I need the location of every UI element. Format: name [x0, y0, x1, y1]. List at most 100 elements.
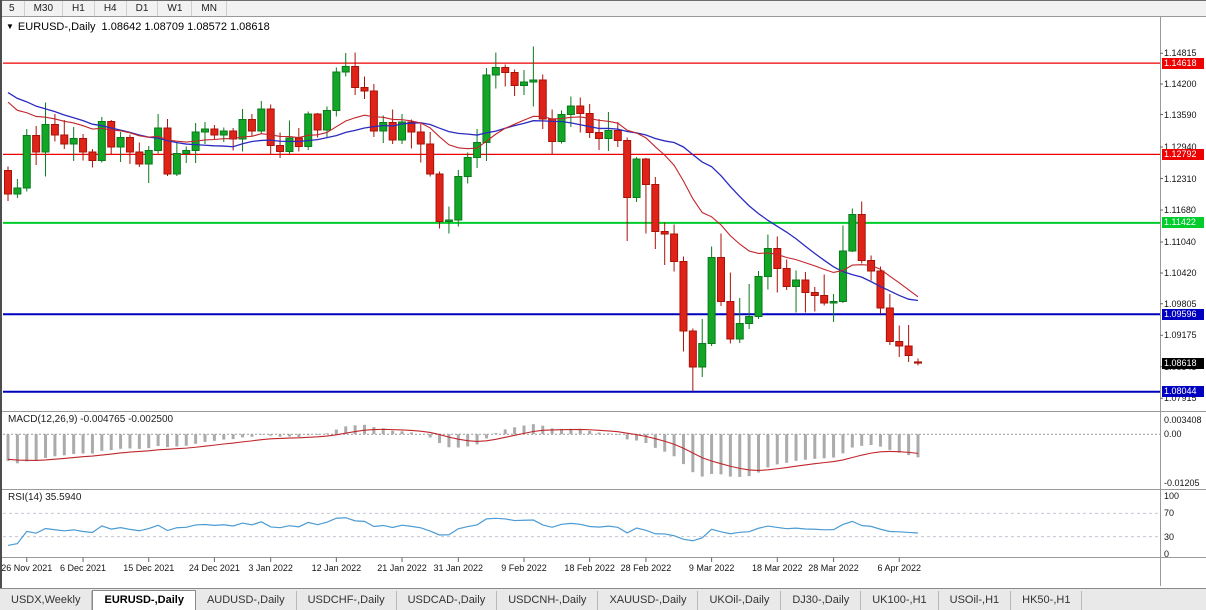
candle: [885, 294, 894, 345]
price-axis[interactable]: 1.14815 1.14200 1.13590 1.12940 1.12310 1.116…: [1160, 17, 1206, 586]
macd-histogram: [6, 424, 920, 477]
horizontal-level-lines: [3, 62, 1160, 393]
candle: [247, 114, 256, 136]
price-axis-label: 1.12310: [1164, 173, 1197, 184]
date-tick-label: 3 Jan 2022: [248, 563, 293, 573]
chart-tab-usdcnh-daily[interactable]: USDCNH-,Daily: [497, 591, 599, 610]
level-price-label-1.11422: 1.11422: [1162, 217, 1204, 229]
current-price-label: 1.08618: [1162, 357, 1204, 369]
candle: [379, 115, 388, 143]
macd-axis-label: 0.003408: [1164, 415, 1202, 426]
candle: [519, 70, 528, 95]
date-tick-label: 28 Feb 2022: [620, 563, 672, 573]
candle: [79, 134, 88, 161]
candle: [810, 287, 819, 312]
candle: [341, 53, 350, 77]
candle: [773, 236, 782, 293]
timeframe-button-w1[interactable]: W1: [158, 1, 193, 16]
candle: [125, 134, 134, 164]
candle: [726, 272, 735, 344]
candle: [632, 157, 641, 202]
candle: [360, 76, 369, 99]
candle: [463, 152, 472, 184]
candle: [557, 110, 566, 144]
chart-ohlc-values: 1.08642 1.08709 1.08572 1.08618: [101, 21, 270, 33]
chart-tab-usoil-h1[interactable]: USOil-,H1: [939, 591, 1012, 610]
candle: [763, 234, 772, 290]
date-tick-label: 15 Dec 2021: [123, 563, 175, 573]
candle: [154, 114, 163, 154]
timeframe-button-h1[interactable]: H1: [63, 1, 95, 16]
price-axis-label: 1.14200: [1164, 79, 1197, 89]
candle: [698, 319, 707, 377]
candle: [97, 117, 106, 163]
candle: [482, 68, 491, 161]
candle: [510, 69, 519, 96]
candle: [857, 201, 866, 264]
chart-tab-dj30-daily[interactable]: DJ30-,Daily: [781, 591, 862, 610]
candle: [182, 146, 191, 163]
rsi-axis-label: 0: [1164, 549, 1170, 559]
candle: [660, 222, 669, 265]
date-tick-label: 18 Mar 2022: [751, 563, 803, 573]
candle: [867, 255, 876, 281]
candle: [454, 170, 463, 227]
chart-tab-usdchf-daily[interactable]: USDCHF-,Daily: [297, 591, 397, 610]
chart-tab-eurusd-daily[interactable]: EURUSD-,Daily: [92, 590, 196, 610]
candle: [407, 119, 416, 149]
timeframe-toolbar: 5 M30 H1 H4 D1 W1 MN: [0, 0, 1206, 17]
macd-axis-label: -0.01205: [1164, 477, 1200, 488]
chart-tab-hk50-h1[interactable]: HK50-,H1: [1011, 591, 1083, 610]
date-tick-label: 24 Dec 2021: [188, 563, 240, 573]
candle: [116, 132, 125, 162]
candle: [623, 137, 632, 241]
candle: [548, 109, 557, 155]
candle: [716, 233, 725, 306]
date-tick-label: 31 Jan 2022: [433, 563, 484, 573]
candle: [144, 146, 153, 183]
candle: [88, 149, 97, 168]
candle: [838, 225, 847, 303]
chart-canvas[interactable]: [0, 0, 1206, 588]
candle: [69, 127, 78, 161]
candle: [529, 46, 538, 107]
chart-header: ▼ EURUSD-,Daily 1.08642 1.08709 1.08572 1.…: [6, 21, 270, 33]
candle: [782, 259, 791, 290]
price-axis-label: 1.10420: [1164, 268, 1197, 278]
chart-tab-ukoil-daily[interactable]: UKOil-,Daily: [698, 591, 782, 610]
chart-tab-uk100-h1[interactable]: UK100-,H1: [861, 591, 939, 610]
candle: [332, 67, 341, 117]
chart-expander-icon[interactable]: ▼: [6, 22, 14, 31]
chart-tab-audusd-daily[interactable]: AUDUSD-,Daily: [196, 591, 297, 610]
rsi-line: [7, 517, 919, 547]
candle: [426, 132, 435, 177]
candle: [585, 104, 594, 138]
level-price-label-1.12792: 1.12792: [1162, 148, 1204, 160]
candle: [444, 206, 453, 234]
timeframe-button-d1[interactable]: D1: [127, 1, 159, 16]
chart-tab-usdcad-daily[interactable]: USDCAD-,Daily: [397, 591, 498, 610]
level-price-label-1.14618: 1.14618: [1162, 57, 1204, 69]
candle: [266, 104, 275, 155]
chart-tab-usdx-weekly[interactable]: USDX,Weekly: [0, 591, 93, 610]
timeframe-button-5[interactable]: 5: [0, 1, 25, 16]
price-axis-label: 1.11680: [1164, 205, 1196, 215]
date-axis[interactable]: 26 Nov 2021 6 Dec 2021 15 Dec 2021 24 Dec 2…: [0, 558, 1160, 586]
rsi-axis-label: 70: [1164, 508, 1175, 519]
candle: [754, 271, 763, 319]
candle: [576, 97, 585, 133]
candle: [914, 358, 922, 366]
chart-tab-bar: USDX,Weekly EURUSD-,Daily AUDUSD-,Daily USD…: [0, 588, 1206, 610]
timeframe-button-m30[interactable]: M30: [25, 1, 64, 16]
candle: [566, 96, 575, 127]
timeframe-button-mn[interactable]: MN: [192, 1, 227, 16]
macd-indicator-label: MACD(12,26,9) -0.004765 -0.002500: [8, 414, 174, 425]
candle: [107, 120, 116, 154]
date-tick-label: 6 Dec 2021: [60, 563, 107, 573]
candle: [4, 166, 12, 201]
candle: [22, 129, 31, 192]
rsi-indicator-label: RSI(14) 35.5940: [8, 492, 82, 503]
chart-tab-xauusd-daily[interactable]: XAUUSD-,Daily: [598, 591, 699, 610]
timeframe-button-h4[interactable]: H4: [95, 1, 127, 16]
